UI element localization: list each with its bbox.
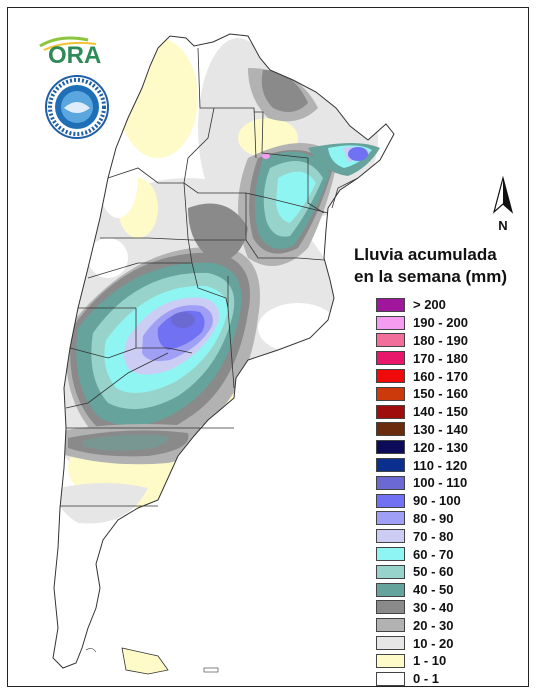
legend-item: 0 - 1: [376, 670, 526, 687]
legend-swatch: [376, 600, 405, 615]
legend-label: 90 - 100: [413, 493, 461, 509]
legend-swatch: [376, 404, 405, 419]
legend-swatch: [376, 582, 405, 597]
legend-item: 60 - 70: [376, 545, 526, 563]
legend-item: 30 - 40: [376, 599, 526, 617]
legend-swatch: [376, 653, 405, 668]
map-frame: ORA N Lluvia acumulada en la semana (mm)…: [7, 7, 529, 687]
legend-swatch: [376, 440, 405, 455]
legend-swatch: [376, 386, 405, 401]
legend-label: 100 - 110: [413, 475, 468, 491]
legend-swatch: [376, 529, 405, 544]
legend-swatch: [376, 475, 405, 490]
legend-swatch: [376, 458, 405, 473]
legend-label: 30 - 40: [413, 599, 454, 615]
legend: > 200 190 - 200 180 - 190 170 - 180 160 - 17…: [376, 296, 526, 687]
legend-label: 0 - 1: [413, 671, 440, 687]
north-arrow-icon: N: [492, 176, 514, 232]
legend-item: 100 - 110: [376, 474, 526, 492]
legend-item: 140 - 150: [376, 403, 526, 421]
government-seal-icon: [45, 75, 109, 139]
legend-swatch: [376, 422, 405, 437]
legend-label: 20 - 30: [413, 617, 454, 633]
legend-item: 120 - 130: [376, 438, 526, 456]
logo-text: ORA: [48, 42, 101, 69]
legend-swatch: [376, 671, 405, 686]
legend-item: 90 - 100: [376, 492, 526, 510]
legend-label: 50 - 60: [413, 564, 454, 580]
legend-label: 40 - 50: [413, 582, 454, 598]
legend-swatch: [376, 333, 405, 348]
legend-label: 130 - 140: [413, 421, 468, 437]
legend-title-line-1: Lluvia acumulada: [354, 245, 497, 264]
legend-label: 10 - 20: [413, 635, 454, 651]
legend-swatch: [376, 369, 405, 384]
legend-item: 70 - 80: [376, 527, 526, 545]
legend-item: 80 - 90: [376, 510, 526, 528]
precipitation-map: [52, 33, 395, 675]
north-label: N: [498, 218, 507, 232]
legend-label: 150 - 160: [413, 386, 468, 402]
legend-swatch: [376, 297, 405, 312]
legend-item: 10 - 20: [376, 634, 526, 652]
legend-item: 190 - 200: [376, 314, 526, 332]
ora-logo: ORA: [39, 36, 101, 69]
legend-swatch: [376, 511, 405, 526]
legend-label: 80 - 90: [413, 510, 454, 526]
legend-label: 170 - 180: [413, 350, 468, 366]
legend-label: 60 - 70: [413, 546, 454, 562]
legend-item: 180 - 190: [376, 332, 526, 350]
legend-item: 110 - 120: [376, 456, 526, 474]
legend-swatch: [376, 636, 405, 651]
legend-swatch: [376, 493, 405, 508]
legend-item: 50 - 60: [376, 563, 526, 581]
legend-label: 180 - 190: [413, 332, 468, 348]
legend-item: 150 - 160: [376, 385, 526, 403]
legend-label: > 200: [413, 297, 446, 313]
legend-label: 120 - 130: [413, 439, 468, 455]
legend-label: 140 - 150: [413, 404, 468, 420]
legend-item: 170 - 180: [376, 349, 526, 367]
legend-swatch: [376, 315, 405, 330]
legend-swatch: [376, 564, 405, 579]
legend-item: 1 - 10: [376, 652, 526, 670]
legend-swatch: [376, 547, 405, 562]
legend-item: > 200: [376, 296, 526, 314]
legend-title: Lluvia acumulada en la semana (mm): [354, 244, 528, 288]
legend-swatch: [376, 351, 405, 366]
legend-label: 1 - 10: [413, 653, 447, 669]
legend-label: 110 - 120: [413, 457, 468, 473]
legend-title-line-2: en la semana (mm): [354, 267, 508, 286]
legend-item: 160 - 170: [376, 367, 526, 385]
legend-item: 20 - 30: [376, 616, 526, 634]
legend-label: 190 - 200: [413, 315, 468, 331]
legend-label: 70 - 80: [413, 528, 454, 544]
legend-swatch: [376, 618, 405, 633]
legend-item: 130 - 140: [376, 421, 526, 439]
legend-item: 40 - 50: [376, 581, 526, 599]
legend-label: 160 - 170: [413, 368, 468, 384]
